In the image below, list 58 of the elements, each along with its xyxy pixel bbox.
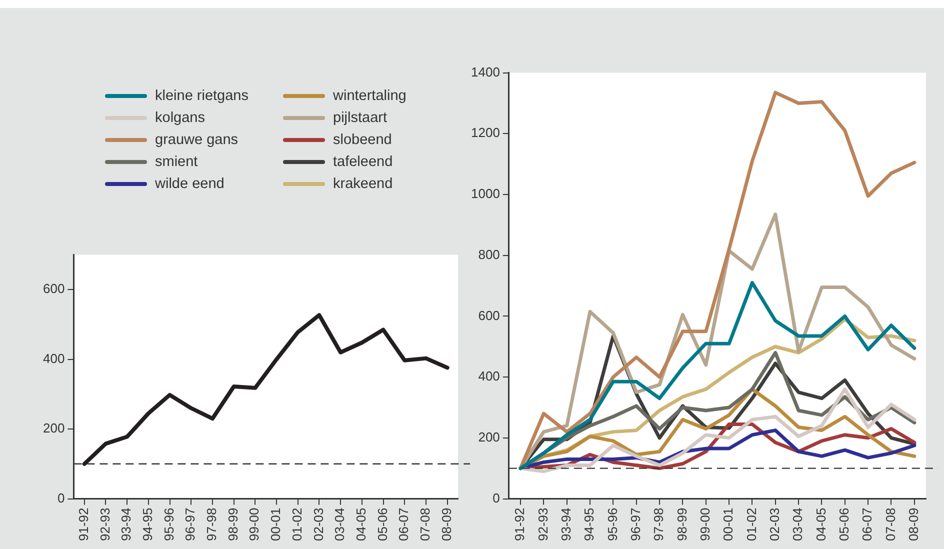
y-tick-label: 1200 <box>471 125 500 140</box>
x-tick-label: 00-01 <box>720 508 736 541</box>
x-tick-label: 96-97 <box>628 508 643 541</box>
legend-label: grauwe gans <box>155 132 238 148</box>
y-tick-label: 200 <box>42 420 65 436</box>
x-tick-label: 99-00 <box>697 508 712 541</box>
x-tick-label: 04-05 <box>354 508 368 541</box>
y-tick-label: 1000 <box>471 186 500 202</box>
y-tick-label: 600 <box>478 308 500 323</box>
y-tick-label: 200 <box>478 429 500 444</box>
x-tick-label: 02-03 <box>766 508 782 541</box>
x-tick-label: 05-06 <box>836 508 852 541</box>
x-tick-label: 97-98 <box>651 508 666 541</box>
legend-label: krakeend <box>333 176 393 192</box>
x-tick-label: 93-94 <box>558 508 574 541</box>
x-tick-label: 02-03 <box>310 508 326 541</box>
x-tick-label: 95-96 <box>161 508 176 541</box>
legend-label: wilde eend <box>155 176 224 192</box>
y-tick-label: 400 <box>478 368 500 384</box>
legend-label: kolgans <box>155 110 205 126</box>
x-tick-label: 97-98 <box>204 508 220 541</box>
legend-label: wintertaling <box>333 88 406 104</box>
x-tick-label: 04-05 <box>813 508 828 541</box>
x-tick-label: 95-96 <box>604 508 620 541</box>
legend-label: slobeend <box>333 132 392 148</box>
x-tick-label: 07-08 <box>882 508 898 541</box>
legend-label: kleine rietgans <box>155 88 248 104</box>
x-tick-label: 06-07 <box>860 508 875 541</box>
x-tick-label: 94-95 <box>140 508 155 541</box>
x-tick-label: 07-08 <box>418 508 433 541</box>
y-tick-label: 600 <box>42 281 65 296</box>
x-tick-label: 08-09 <box>438 508 454 541</box>
x-tick-label: 93-94 <box>118 508 134 541</box>
y-tick-label: 0 <box>492 490 500 506</box>
x-tick-label: 98-99 <box>225 508 240 541</box>
y-tick-label: 800 <box>478 246 500 262</box>
y-tick-label: 0 <box>57 490 65 506</box>
x-tick-label: 06-07 <box>396 508 412 541</box>
legend-label: smient <box>155 154 198 170</box>
x-tick-label: 05-06 <box>374 508 390 541</box>
x-tick-label: 98-99 <box>674 508 690 541</box>
x-tick-label: 03-04 <box>790 508 806 541</box>
x-tick-label: 01-02 <box>744 508 759 541</box>
x-tick-label: 00-01 <box>268 508 284 541</box>
x-tick-label: 08-09 <box>906 508 921 541</box>
x-tick-label: 01-02 <box>289 508 304 541</box>
x-tick-label: 91-92 <box>512 508 528 541</box>
x-tick-label: 92-93 <box>535 508 550 541</box>
x-tick-label: 91-92 <box>76 508 91 541</box>
x-tick-label: 03-04 <box>332 508 348 541</box>
legend-label: pijlstaart <box>333 110 387 126</box>
x-tick-label: 92-93 <box>97 508 112 541</box>
x-tick-label: 99-00 <box>246 508 262 541</box>
y-tick-label: 400 <box>42 350 65 366</box>
x-tick-label: 96-97 <box>182 508 198 541</box>
x-tick-label: 94-95 <box>582 508 597 541</box>
legend-label: tafeleend <box>333 154 393 170</box>
y-tick-label: 1400 <box>471 64 500 80</box>
